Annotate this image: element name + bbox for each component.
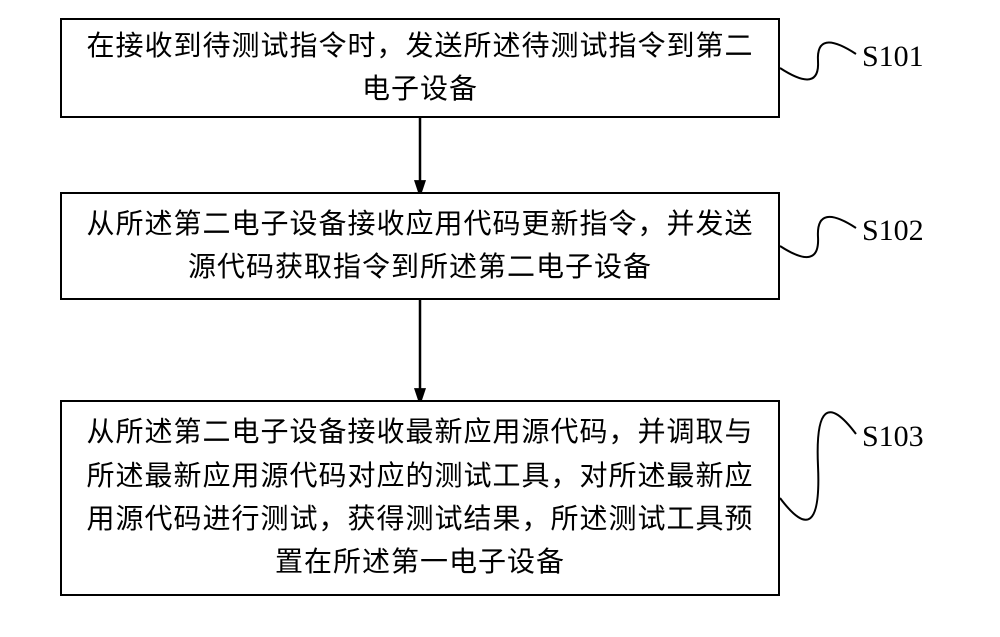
flow-node-s102: 从所述第二电子设备接收应用代码更新指令，并发送源代码获取指令到所述第二电子设备: [60, 192, 780, 300]
flow-node-text: 在接收到待测试指令时，发送所述待测试指令到第二电子设备: [84, 25, 756, 112]
brace-connector: [780, 217, 856, 257]
flowchart-canvas: 在接收到待测试指令时，发送所述待测试指令到第二电子设备 S101 从所述第二电子设备…: [0, 0, 1000, 637]
step-label-s102: S102: [862, 214, 924, 248]
flow-node-text: 从所述第二电子设备接收最新应用源代码，并调取与所述最新应用源代码对应的测试工具，…: [84, 411, 756, 585]
step-label-s103: S103: [862, 420, 924, 454]
flow-node-s101: 在接收到待测试指令时，发送所述待测试指令到第二电子设备: [60, 18, 780, 118]
brace-connector: [780, 43, 856, 80]
flow-node-s103: 从所述第二电子设备接收最新应用源代码，并调取与所述最新应用源代码对应的测试工具，…: [60, 400, 780, 596]
brace-connector: [780, 412, 856, 520]
step-label-s101: S101: [862, 40, 924, 74]
flow-node-text: 从所述第二电子设备接收应用代码更新指令，并发送源代码获取指令到所述第二电子设备: [84, 203, 756, 290]
